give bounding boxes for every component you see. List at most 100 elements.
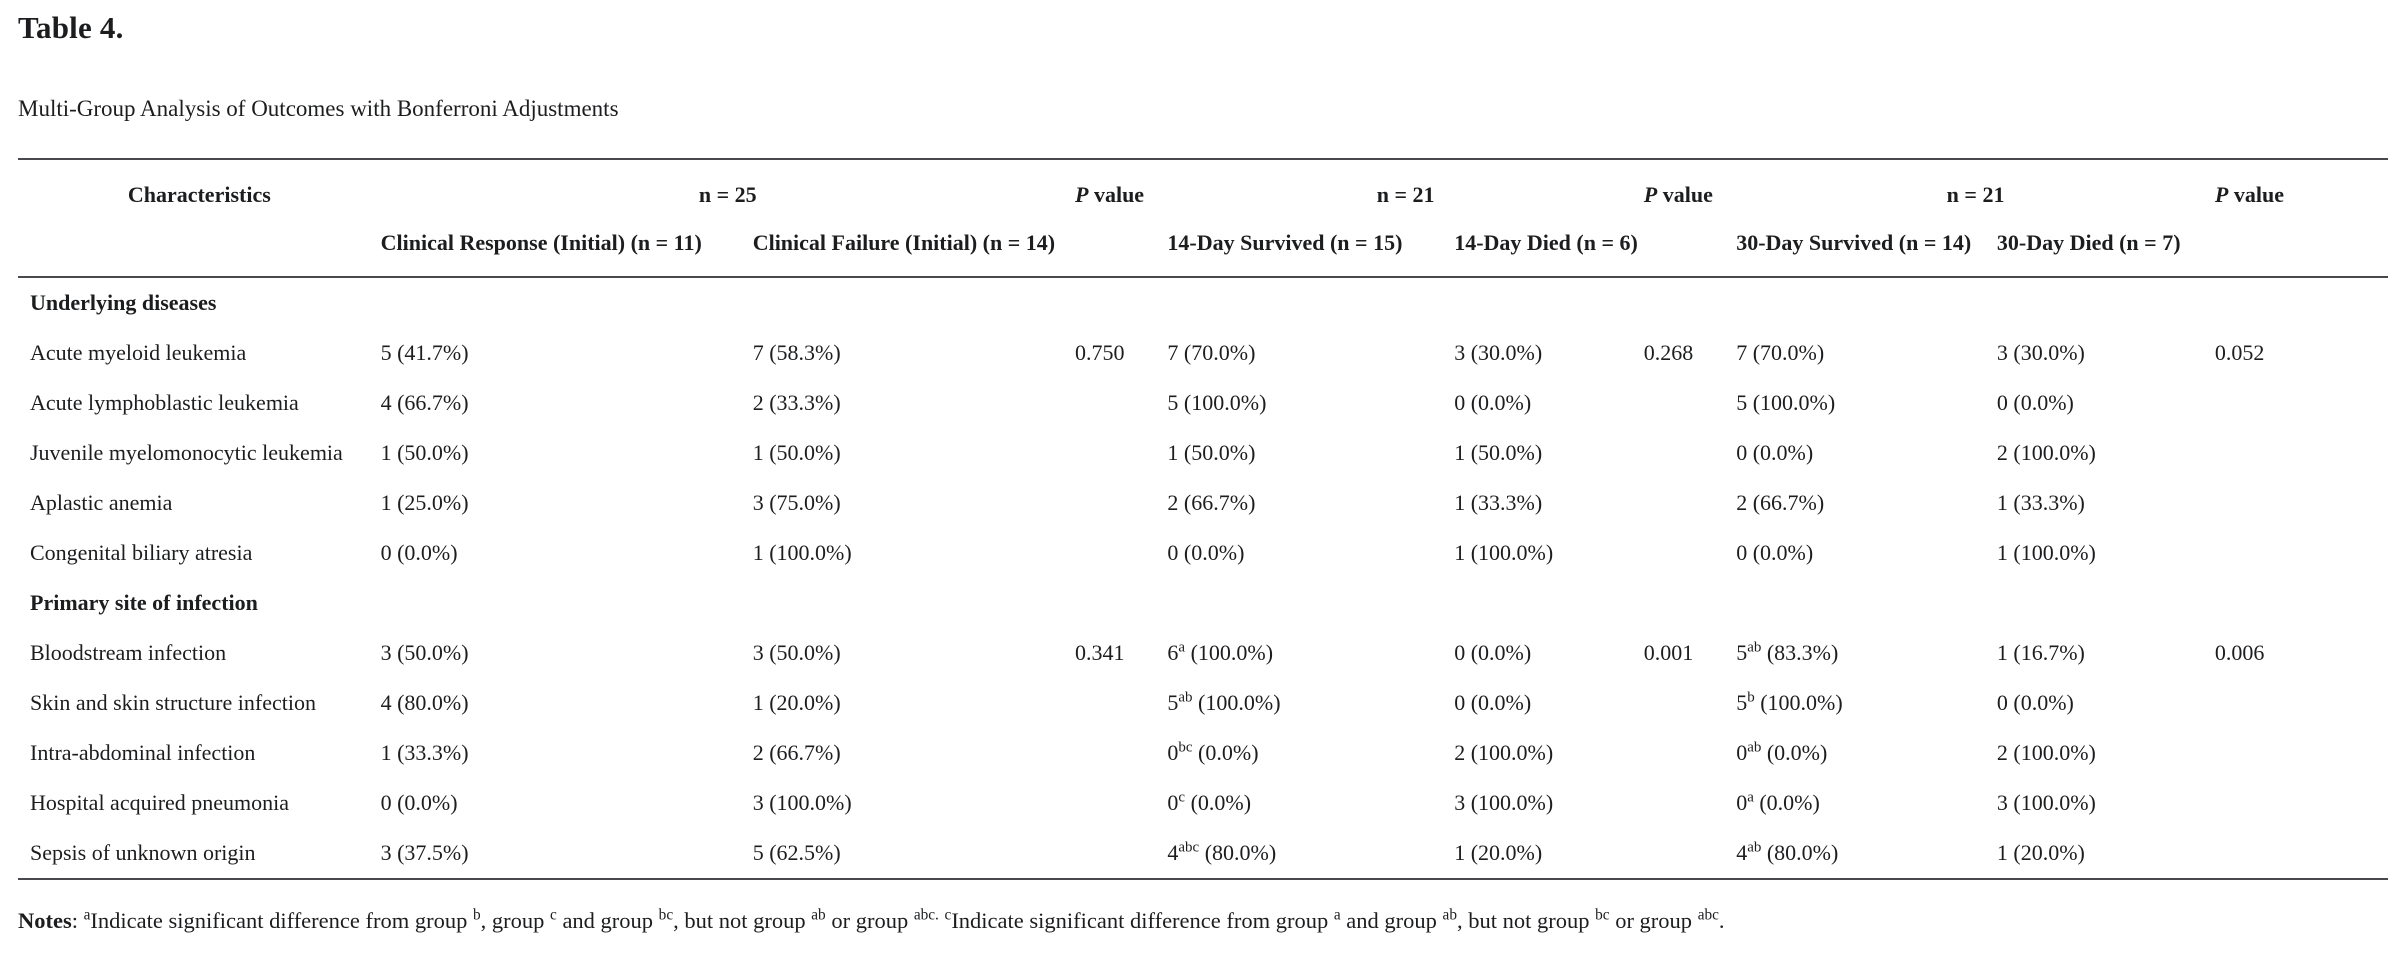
p-value-cell bbox=[2215, 678, 2388, 728]
p-value-cell: 0.268 bbox=[1643, 340, 1694, 365]
row-label: Aplastic anemia bbox=[30, 490, 173, 515]
p-value-cell bbox=[1644, 478, 1736, 528]
value-cell: 2 (66.7%) bbox=[1167, 490, 1256, 515]
value-cell: 3 (100.0%) bbox=[1996, 790, 2096, 815]
value-cell: 3 (75.0%) bbox=[752, 490, 841, 515]
value-cell: 7 (70.0%) bbox=[1736, 340, 1825, 365]
value-cell: 2 (66.7%) bbox=[1736, 490, 1825, 515]
column-group-header: n = 21 bbox=[1376, 182, 1435, 207]
table-row: Bloodstream infection 3 (50.0%) 3 (50.0%) 0… bbox=[18, 628, 2388, 678]
table-row: Juvenile myelomonocytic leukemia 1 (50.0%… bbox=[18, 428, 2388, 478]
value-cell: 1 (33.3%) bbox=[1454, 490, 1543, 515]
value-cell: 4abc (80.0%) bbox=[1167, 839, 1277, 865]
p-value-cell bbox=[2215, 378, 2388, 428]
row-label: Acute lymphoblastic leukemia bbox=[30, 390, 299, 415]
row-label: Congenital biliary atresia bbox=[30, 540, 253, 565]
p-value-cell bbox=[1075, 528, 1167, 578]
value-cell: 7 (70.0%) bbox=[1167, 340, 1256, 365]
p-value-cell bbox=[1644, 678, 1736, 728]
value-cell: 0 (0.0%) bbox=[1736, 440, 1814, 465]
table-row: Congenital biliary atresia 0 (0.0%) 1 (100… bbox=[18, 528, 2388, 578]
value-cell: 5 (100.0%) bbox=[1736, 390, 1836, 415]
value-cell: 4 (80.0%) bbox=[380, 690, 469, 715]
column-group-header: n = 21 bbox=[1946, 182, 2005, 207]
section-row: Underlying diseases bbox=[18, 277, 2388, 328]
section-label: Underlying diseases bbox=[30, 290, 217, 315]
value-cell: 1 (50.0%) bbox=[752, 440, 841, 465]
value-cell: 1 (16.7%) bbox=[1996, 640, 2085, 665]
p-value-cell bbox=[2215, 478, 2388, 528]
section-row: Primary site of infection bbox=[18, 578, 2388, 628]
column-group-header: P value bbox=[2214, 182, 2284, 207]
p-value-cell bbox=[2215, 828, 2388, 879]
value-cell: 2 (33.3%) bbox=[752, 390, 841, 415]
value-cell: 5 (62.5%) bbox=[752, 840, 841, 865]
table-row: Hospital acquired pneumonia 0 (0.0%) 3 (10… bbox=[18, 778, 2388, 828]
p-value-cell bbox=[1075, 378, 1167, 428]
p-value-cell bbox=[1075, 478, 1167, 528]
column-group-header: n = 25 bbox=[698, 182, 757, 207]
value-cell: 0c (0.0%) bbox=[1167, 789, 1252, 815]
value-cell: 0bc (0.0%) bbox=[1167, 739, 1259, 765]
table-row: Aplastic anemia 1 (25.0%) 3 (75.0%) 2 (66.7… bbox=[18, 478, 2388, 528]
row-label: Hospital acquired pneumonia bbox=[30, 790, 290, 815]
column-group-header: P value bbox=[1643, 182, 1713, 207]
value-cell: 0 (0.0%) bbox=[380, 790, 458, 815]
table-row: Acute lymphoblastic leukemia 4 (66.7%) 2 (… bbox=[18, 378, 2388, 428]
value-cell: 1 (20.0%) bbox=[752, 690, 841, 715]
value-cell: 2 (66.7%) bbox=[752, 740, 841, 765]
p-value-cell bbox=[2215, 528, 2388, 578]
column-subheader bbox=[18, 218, 381, 278]
value-cell: 5 (41.7%) bbox=[380, 340, 469, 365]
value-cell: 4 (66.7%) bbox=[380, 390, 469, 415]
value-cell: 2 (100.0%) bbox=[1996, 440, 2096, 465]
column-group-header: P value bbox=[1075, 182, 1145, 207]
value-cell: 0ab (0.0%) bbox=[1736, 739, 1828, 765]
column-subheader: 30-Day Survived (n = 14) bbox=[1736, 218, 1997, 278]
value-cell: 1 (50.0%) bbox=[1454, 440, 1543, 465]
p-value-cell: 0.052 bbox=[2214, 340, 2265, 365]
value-cell: 2 (100.0%) bbox=[1454, 740, 1554, 765]
outcomes-table: Characteristics n = 25 P value n = 21 P valu… bbox=[18, 158, 2388, 880]
row-label: Sepsis of unknown origin bbox=[30, 840, 256, 865]
row-label: Intra-abdominal infection bbox=[30, 740, 256, 765]
row-label: Bloodstream infection bbox=[30, 640, 227, 665]
value-cell: 5b (100.0%) bbox=[1736, 689, 1843, 715]
value-cell: 5ab (100.0%) bbox=[1167, 689, 1281, 715]
p-value-cell bbox=[1075, 778, 1167, 828]
p-value-cell bbox=[1075, 728, 1167, 778]
value-cell: 1 (50.0%) bbox=[380, 440, 469, 465]
value-cell: 0 (0.0%) bbox=[1996, 690, 2074, 715]
table-subtitle: Multi-Group Analysis of Outcomes with Bo… bbox=[18, 96, 619, 121]
value-cell: 3 (30.0%) bbox=[1454, 340, 1543, 365]
row-label: Skin and skin structure infection bbox=[30, 690, 316, 715]
value-cell: 3 (50.0%) bbox=[752, 640, 841, 665]
value-cell: 3 (37.5%) bbox=[380, 840, 469, 865]
p-value-cell bbox=[1075, 678, 1167, 728]
column-group-header: Characteristics bbox=[127, 182, 271, 207]
column-subheader bbox=[1075, 218, 1168, 278]
column-subheader: 14-Day Survived (n = 15) bbox=[1167, 218, 1455, 278]
value-cell: 0 (0.0%) bbox=[1736, 540, 1814, 565]
row-label: Acute myeloid leukemia bbox=[30, 340, 247, 365]
value-cell: 1 (100.0%) bbox=[752, 540, 852, 565]
column-subheader: Clinical Response (Initial) (n = 11) bbox=[380, 218, 753, 278]
p-value-cell bbox=[2215, 778, 2388, 828]
p-value-cell bbox=[2215, 428, 2388, 478]
table-notes: Notes: aIndicate significant difference … bbox=[18, 906, 1725, 933]
value-cell: 1 (33.3%) bbox=[1996, 490, 2085, 515]
p-value-cell bbox=[1644, 828, 1736, 879]
p-value-cell: 0.001 bbox=[1643, 640, 1694, 665]
value-cell: 5 (100.0%) bbox=[1167, 390, 1267, 415]
column-subheader bbox=[2214, 218, 2388, 278]
value-cell: 1 (33.3%) bbox=[380, 740, 469, 765]
value-cell: 0 (0.0%) bbox=[1454, 390, 1532, 415]
value-cell: 3 (100.0%) bbox=[752, 790, 852, 815]
value-cell: 6a (100.0%) bbox=[1167, 639, 1274, 665]
value-cell: 4ab (80.0%) bbox=[1736, 839, 1839, 865]
value-cell: 0 (0.0%) bbox=[1454, 640, 1532, 665]
value-cell: 3 (100.0%) bbox=[1454, 790, 1554, 815]
table-row: Skin and skin structure infection 4 (80.0… bbox=[18, 678, 2388, 728]
value-cell: 1 (25.0%) bbox=[380, 490, 469, 515]
value-cell: 3 (30.0%) bbox=[1996, 340, 2085, 365]
